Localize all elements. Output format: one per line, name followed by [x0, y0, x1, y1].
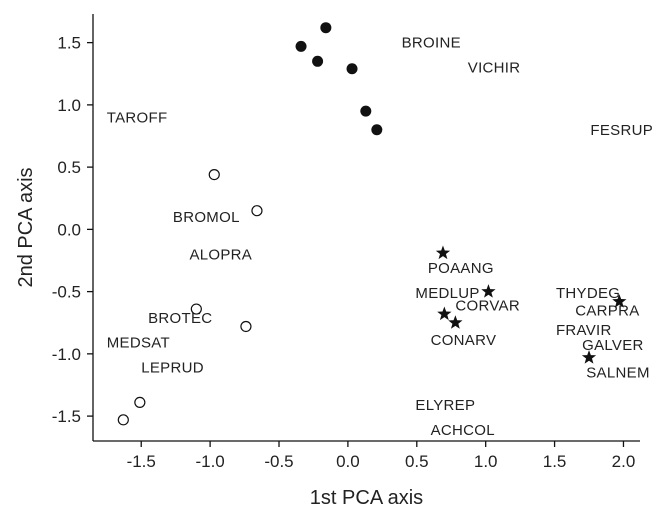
species-label-medsat: MEDSAT: [107, 335, 170, 352]
filled-circle-point: [312, 55, 324, 67]
x-axis-title: 1st PCA axis: [310, 487, 423, 509]
open-circle-point: [190, 303, 202, 315]
species-label-leprud: LEPRUD: [141, 360, 204, 377]
star-point: [581, 350, 597, 364]
species-label-fesrup: FESRUP: [590, 122, 653, 139]
species-label-fravir: FRAVIR: [556, 322, 612, 339]
star-point: [481, 284, 496, 298]
species-label-broine: BROINE: [402, 35, 461, 52]
y-axis-ticks: -1.5 -1.0 -0.5 0.0 0.5 1.0 1.5: [52, 34, 93, 426]
filled-circle-point: [320, 22, 332, 34]
x-tick-label: 2.0: [612, 452, 636, 471]
x-tick-label: -0.5: [264, 452, 293, 471]
species-label-bromol: BROMOL: [173, 209, 240, 226]
species-label-alopra: ALOPRA: [189, 246, 252, 263]
x-tick-label: 1.0: [474, 452, 498, 471]
x-tick-label: 0.5: [405, 452, 429, 471]
open-circle-point: [240, 320, 252, 333]
x-tick-label: 0.0: [336, 452, 360, 471]
y-tick-label: -1.0: [52, 345, 81, 364]
species-label-salnem: SALNEM: [586, 365, 650, 382]
x-axis-ticks: -1.5 -1.0 -0.5 0.0 0.5 1.0 1.5 2.0: [127, 441, 636, 471]
y-axis-title: 2nd PCA axis: [15, 167, 37, 287]
y-tick-label: 0.5: [57, 158, 81, 177]
x-tick-label: -1.0: [195, 452, 224, 471]
species-label-corvar: CORVAR: [455, 297, 520, 314]
species-label-vichir: VICHIR: [468, 60, 521, 77]
filled-circle-point: [360, 105, 372, 117]
x-tick-label: 1.5: [543, 452, 567, 471]
y-tick-label: 1.5: [57, 34, 81, 53]
open-circle-point: [134, 396, 146, 409]
open-circle-point: [117, 414, 129, 426]
species-label-elyrep: ELYREP: [415, 397, 475, 414]
axes: [92, 14, 640, 442]
open-circle-point: [251, 205, 263, 217]
species-label-medlup: MEDLUP: [415, 285, 479, 302]
star-point: [437, 306, 452, 321]
species-labels: BROINE VICHIR TAROFF FESRUP BROMOL ALOPRA POAA…: [107, 35, 653, 439]
star-point: [448, 315, 463, 329]
star-point: [612, 294, 627, 308]
species-label-carpra: CARPRA: [575, 302, 639, 319]
species-label-thydeg: THYDEG: [556, 285, 620, 302]
species-label-brotec: BROTEC: [148, 310, 212, 327]
x-tick-label: -1.5: [127, 452, 156, 471]
star-point: [435, 245, 451, 260]
species-label-galver: GALVER: [582, 337, 644, 354]
y-tick-label: -1.5: [52, 407, 81, 426]
y-tick-label: 1.0: [57, 96, 81, 115]
species-label-conarv: CONARV: [431, 332, 497, 349]
filled-circle-point: [295, 40, 307, 52]
filled-circle-point: [346, 63, 358, 75]
species-label-achcol: ACHCOL: [431, 422, 495, 439]
species-label-taroff: TAROFF: [107, 109, 168, 126]
species-label-poaang: POAANG: [428, 260, 494, 277]
data-points: [117, 22, 627, 426]
y-tick-label: 0.0: [57, 220, 81, 239]
open-circle-point: [208, 168, 220, 181]
y-tick-label: -0.5: [52, 283, 81, 302]
filled-circle-point: [371, 124, 383, 136]
